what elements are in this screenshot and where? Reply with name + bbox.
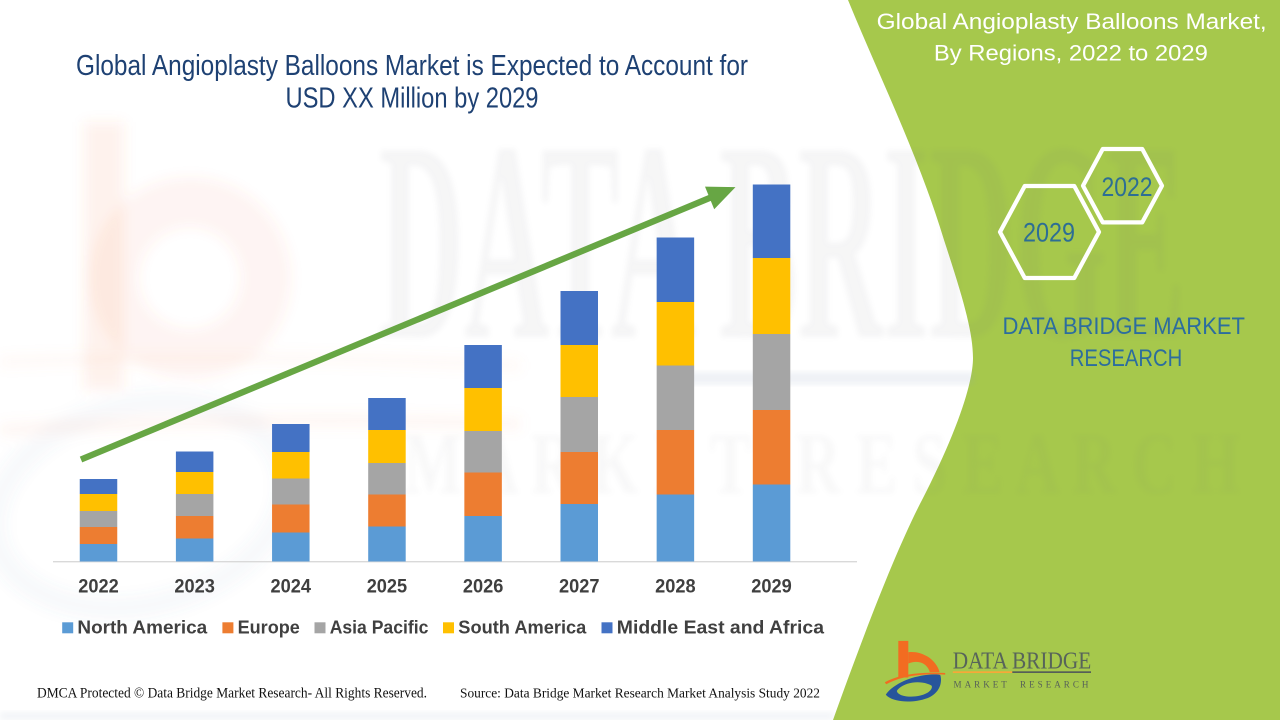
svg-text:Europe: Europe [238, 617, 300, 637]
svg-text:By Regions, 2022 to 2029: By Regions, 2022 to 2029 [934, 40, 1208, 65]
svg-text:MARKET RESEARCH: MARKET RESEARCH [954, 679, 1092, 689]
svg-text:2022: 2022 [1102, 172, 1153, 202]
svg-text:Middle East and Africa: Middle East and Africa [617, 617, 825, 637]
svg-text:RESEARCH: RESEARCH [1070, 345, 1183, 372]
svg-text:Global Angioplasty Balloons Ma: Global Angioplasty Balloons Market is Ex… [76, 50, 748, 82]
svg-text:2023: 2023 [174, 576, 215, 597]
svg-text:2025: 2025 [367, 576, 408, 597]
svg-text:2027: 2027 [559, 576, 600, 597]
svg-text:South America: South America [458, 617, 587, 637]
svg-text:DATA BRIDGE MARKET: DATA BRIDGE MARKET [1003, 313, 1246, 340]
svg-text:USD XX Million by 2029: USD XX Million by 2029 [286, 83, 539, 115]
svg-text:2026: 2026 [463, 576, 504, 597]
svg-text:DATA BRIDGE: DATA BRIDGE [953, 649, 1091, 675]
svg-text:2024: 2024 [271, 576, 312, 597]
svg-text:Source: Data Bridge Market Res: Source: Data Bridge Market Research Mark… [460, 687, 820, 702]
svg-text:2029: 2029 [751, 576, 792, 597]
svg-text:Asia Pacific: Asia Pacific [330, 617, 429, 637]
svg-text:DMCA Protected © Data Bridge M: DMCA Protected © Data Bridge Market Rese… [37, 686, 427, 702]
svg-text:2029: 2029 [1023, 218, 1075, 248]
svg-text:M A R K E T R E S E A R C H: M A R K E T R E S E A R C H [404, 416, 1240, 513]
svg-text:2022: 2022 [78, 576, 119, 597]
svg-text:North America: North America [77, 617, 208, 637]
svg-text:2028: 2028 [655, 576, 696, 597]
svg-text:Global Angioplasty Balloons Ma: Global Angioplasty Balloons Market, [877, 9, 1267, 34]
